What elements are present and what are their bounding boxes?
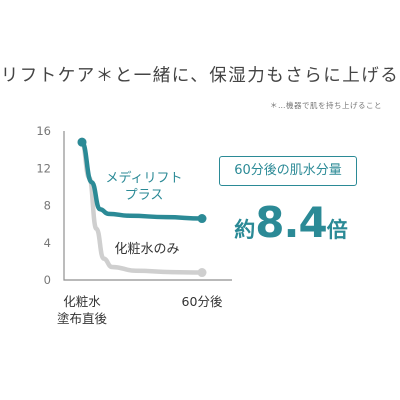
footnote: ＊…機器で肌を持ち上げること bbox=[270, 101, 382, 110]
y-tick-label: 8 bbox=[44, 199, 51, 213]
y-tick-label: 4 bbox=[44, 236, 51, 250]
result-value: 8.4 bbox=[255, 198, 327, 247]
series-label-lotion-only: 化粧水のみ bbox=[114, 242, 180, 257]
series-point-start-0 bbox=[77, 137, 87, 147]
water-content-badge: 60分後の肌水分量 bbox=[219, 156, 357, 186]
series-line-0 bbox=[79, 139, 205, 221]
y-tick-label: 0 bbox=[44, 273, 51, 287]
result-multiplier: 約8.4倍 bbox=[211, 198, 371, 248]
x-tick-label: 60分後 bbox=[181, 294, 223, 309]
series-point-end-1 bbox=[197, 268, 207, 278]
result-prefix: 約 bbox=[234, 218, 256, 242]
axis-lines bbox=[63, 131, 232, 281]
series-point-end-0 bbox=[197, 214, 207, 224]
y-tick-label: 12 bbox=[36, 161, 51, 175]
headline: リフトケア＊と一緒に、保湿力もさらに上げる bbox=[0, 66, 400, 86]
series-label-medilift: メディリフト プラス bbox=[105, 171, 183, 203]
result-suffix: 倍 bbox=[326, 218, 348, 242]
x-tick-label: 化粧水 塗布直後 bbox=[56, 294, 107, 326]
y-tick-label: 16 bbox=[36, 124, 51, 138]
